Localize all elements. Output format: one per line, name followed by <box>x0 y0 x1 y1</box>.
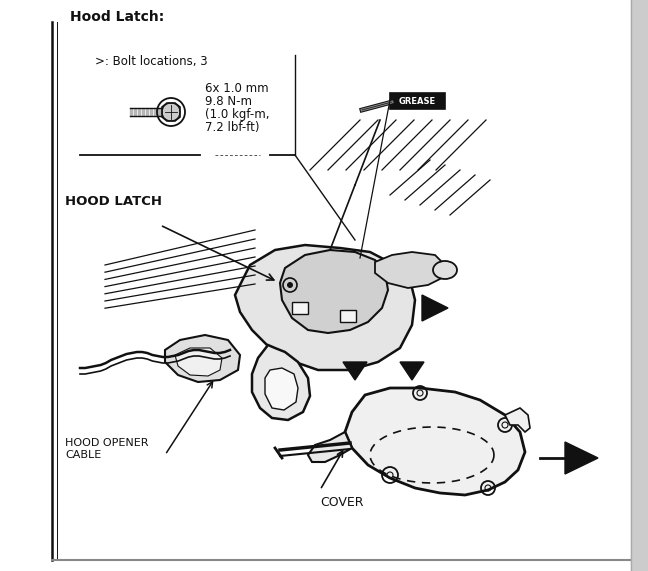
FancyBboxPatch shape <box>292 302 308 314</box>
FancyBboxPatch shape <box>390 93 445 109</box>
Text: (1.0 kgf-m,: (1.0 kgf-m, <box>205 108 270 121</box>
Text: Hood Latch:: Hood Latch: <box>70 10 164 24</box>
Polygon shape <box>175 348 222 376</box>
Polygon shape <box>400 362 424 380</box>
Polygon shape <box>165 335 240 382</box>
Polygon shape <box>252 345 310 420</box>
Polygon shape <box>235 245 415 370</box>
Polygon shape <box>265 368 298 410</box>
Text: 6x 1.0 mm: 6x 1.0 mm <box>205 82 269 95</box>
Polygon shape <box>422 295 448 321</box>
Circle shape <box>287 282 293 288</box>
FancyBboxPatch shape <box>340 310 356 322</box>
Polygon shape <box>565 442 598 474</box>
Text: COVER: COVER <box>320 496 364 509</box>
Text: 7.2 lbf-ft): 7.2 lbf-ft) <box>205 121 259 134</box>
Polygon shape <box>280 250 388 333</box>
Polygon shape <box>345 388 525 495</box>
Polygon shape <box>308 432 352 462</box>
Polygon shape <box>162 103 180 121</box>
Text: 9.8 N-m: 9.8 N-m <box>205 95 252 108</box>
Text: HOOD LATCH: HOOD LATCH <box>65 195 162 208</box>
Polygon shape <box>343 362 367 380</box>
Text: GREASE: GREASE <box>399 96 435 106</box>
Polygon shape <box>375 252 445 288</box>
Text: HOOD OPENER
CABLE: HOOD OPENER CABLE <box>65 438 148 460</box>
Text: >: Bolt locations, 3: >: Bolt locations, 3 <box>95 55 207 68</box>
Ellipse shape <box>433 261 457 279</box>
Polygon shape <box>505 408 530 432</box>
